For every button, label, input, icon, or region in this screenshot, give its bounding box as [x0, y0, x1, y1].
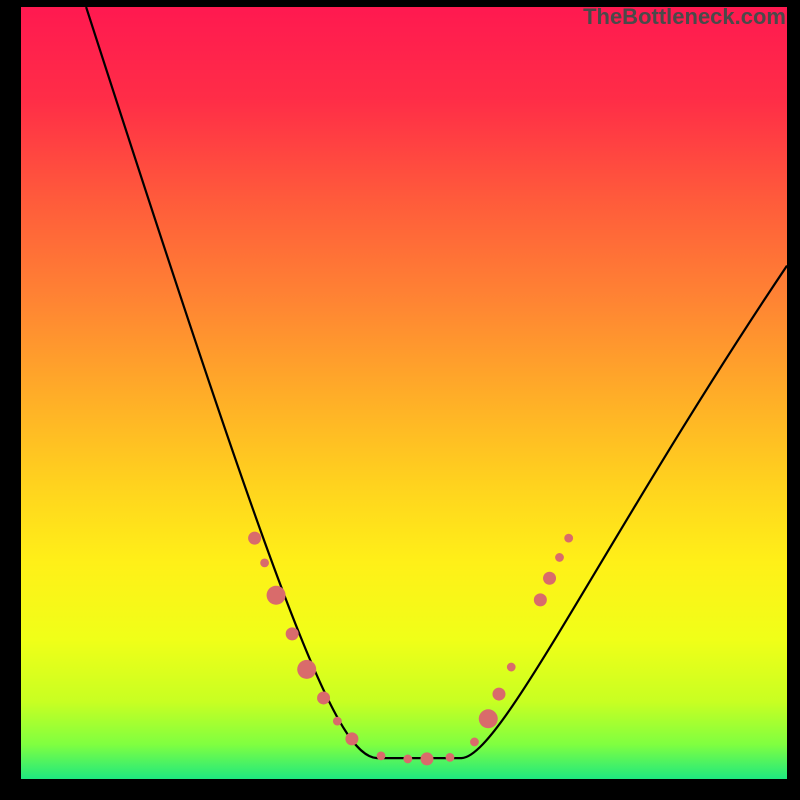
data-dot — [543, 572, 556, 585]
data-dot — [403, 755, 412, 764]
data-dot — [267, 586, 286, 605]
gradient-background — [21, 7, 787, 779]
data-dot — [377, 751, 386, 760]
data-dot — [507, 663, 516, 672]
data-dot — [492, 688, 505, 701]
data-dot — [333, 717, 342, 726]
chart-stage: TheBottleneck.com — [0, 0, 800, 800]
data-dot — [286, 627, 299, 640]
data-dot — [260, 558, 269, 567]
data-dot — [446, 753, 455, 762]
data-dot — [479, 709, 498, 728]
watermark-text: TheBottleneck.com — [583, 4, 786, 30]
data-dot — [297, 660, 316, 679]
data-dot — [555, 553, 564, 562]
data-dot — [534, 593, 547, 606]
data-dot — [317, 691, 330, 704]
plot-svg — [21, 7, 787, 779]
plot-area — [21, 7, 787, 779]
data-dot — [564, 534, 573, 543]
data-dot — [420, 752, 433, 765]
data-dot — [470, 738, 479, 747]
data-dot — [248, 532, 261, 545]
data-dot — [345, 732, 358, 745]
